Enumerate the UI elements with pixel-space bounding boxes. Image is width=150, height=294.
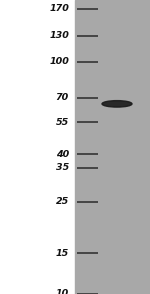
Text: 10: 10: [56, 290, 69, 294]
Text: 15: 15: [56, 249, 69, 258]
Text: 25: 25: [56, 197, 69, 206]
Text: 170: 170: [49, 4, 69, 13]
Text: 130: 130: [49, 31, 69, 40]
Bar: [75, 0, 150, 294]
Text: 100: 100: [49, 58, 69, 66]
Ellipse shape: [102, 101, 132, 107]
Text: 40: 40: [56, 150, 69, 159]
Text: 55: 55: [56, 118, 69, 127]
Text: 70: 70: [56, 93, 69, 102]
Text: 35: 35: [56, 163, 69, 172]
